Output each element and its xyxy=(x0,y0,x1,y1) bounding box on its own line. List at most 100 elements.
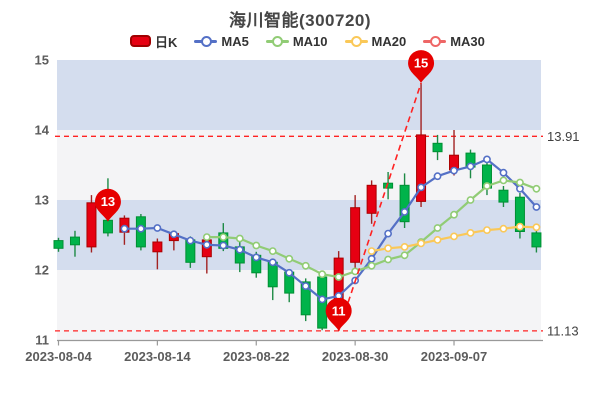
legend-label: MA5 xyxy=(221,33,249,49)
candle-body xyxy=(366,184,377,214)
ma20-point xyxy=(532,223,541,232)
legend-label: 日K xyxy=(155,34,178,50)
ma5-point xyxy=(301,282,310,290)
ma5-point xyxy=(186,236,195,245)
marker-pin-icon xyxy=(325,297,352,331)
candle[interactable] xyxy=(432,134,443,161)
candle-body xyxy=(498,189,509,203)
ma5-point xyxy=(268,258,277,267)
candle-body xyxy=(152,241,163,253)
ma10-point xyxy=(318,270,327,279)
legend: 日K MA5 MA10 MA20 MA30 xyxy=(130,32,502,51)
ma20-point xyxy=(433,235,442,244)
plot-band xyxy=(57,130,541,200)
legend-item-ma30[interactable]: MA30 xyxy=(423,34,485,49)
ma20-point xyxy=(499,224,508,233)
marker-pin-icon xyxy=(94,188,121,222)
x-axis-label: 2023-09-07 xyxy=(421,349,488,364)
y-axis-label: 12 xyxy=(35,263,49,278)
ma5-point xyxy=(153,224,162,232)
legend-item-daily-k[interactable]: 日K xyxy=(130,32,177,51)
ma10-point xyxy=(202,233,211,241)
ma30-legend-icon xyxy=(423,35,447,47)
trend-line xyxy=(337,82,422,332)
candle-body xyxy=(69,236,80,246)
candle[interactable] xyxy=(531,228,542,253)
candle-body xyxy=(102,219,113,234)
plot-band xyxy=(57,60,541,130)
ma5-point xyxy=(417,183,425,192)
ma5-point xyxy=(252,253,261,262)
ma5-point xyxy=(450,166,458,175)
ma5-point xyxy=(136,224,145,233)
ma20-point xyxy=(516,222,524,231)
ma10-point xyxy=(219,233,228,241)
candle-body xyxy=(514,196,525,232)
candle-body xyxy=(86,202,97,248)
candle[interactable] xyxy=(69,230,80,257)
x-axis-label: 2023-08-22 xyxy=(223,349,290,364)
ma5-point xyxy=(120,224,129,233)
ma10-point xyxy=(466,196,475,204)
candle[interactable] xyxy=(366,180,377,224)
candle-body xyxy=(531,232,542,248)
candle-body xyxy=(350,207,361,263)
ma5-legend-icon xyxy=(194,35,218,47)
reference-line-label: 11.13 xyxy=(547,323,579,338)
ma10-point xyxy=(483,182,491,190)
ma20-point xyxy=(483,226,491,234)
candle[interactable] xyxy=(86,195,97,253)
ma5-point xyxy=(400,207,409,216)
ma20-point xyxy=(400,242,409,251)
ma10-point xyxy=(499,176,508,185)
candlestick-legend-icon xyxy=(130,35,151,47)
ma10-point xyxy=(450,210,458,219)
legend-item-ma10[interactable]: MA10 xyxy=(265,33,328,49)
ma20-point xyxy=(417,239,425,248)
candle-body xyxy=(432,142,443,153)
candle[interactable] xyxy=(53,237,64,252)
ma10-point xyxy=(400,251,409,260)
ma5-point xyxy=(219,241,228,250)
ma5-point xyxy=(532,203,541,211)
ma10-point xyxy=(301,261,310,270)
marker-label: 15 xyxy=(414,56,428,71)
extreme-marker: 15 xyxy=(408,50,435,84)
ma10-point xyxy=(384,255,392,264)
ma5-point xyxy=(202,240,211,249)
marker-pin-icon xyxy=(408,50,435,84)
candle-body xyxy=(416,134,427,202)
ma20-point xyxy=(384,244,392,253)
candle[interactable] xyxy=(498,186,509,207)
ma10-point xyxy=(532,184,541,193)
legend-item-ma20[interactable]: MA20 xyxy=(344,33,407,49)
ma20-legend-icon xyxy=(344,35,368,47)
reference-line-label: 13.91 xyxy=(547,129,580,144)
x-axis-label: 2023-08-14 xyxy=(124,349,191,364)
candle[interactable] xyxy=(152,238,163,270)
ma10-legend-icon xyxy=(265,35,289,47)
y-axis-label: 13 xyxy=(35,193,49,208)
ma5-point xyxy=(318,295,327,304)
ma10-point xyxy=(252,241,261,250)
legend-label: MA10 xyxy=(292,33,328,49)
ma5-point xyxy=(516,184,524,193)
ma10-point xyxy=(334,273,343,281)
ma5-point xyxy=(367,254,376,263)
candle[interactable] xyxy=(514,193,525,239)
legend-item-ma5[interactable]: MA5 xyxy=(194,33,249,49)
ma10-point xyxy=(433,224,442,232)
extreme-marker: 13 xyxy=(94,188,121,222)
ma10-point xyxy=(268,247,277,255)
ma5-point xyxy=(433,172,442,181)
ma5-point xyxy=(466,162,475,171)
candle[interactable] xyxy=(350,195,361,269)
y-axis-label: 15 xyxy=(35,53,49,68)
x-axis-label: 2023-08-04 xyxy=(25,349,92,364)
ma5-point xyxy=(483,155,491,164)
legend-label: MA20 xyxy=(371,33,407,49)
ma5-point xyxy=(285,268,294,277)
marker-label: 11 xyxy=(332,303,346,318)
ma10-point xyxy=(235,234,244,243)
